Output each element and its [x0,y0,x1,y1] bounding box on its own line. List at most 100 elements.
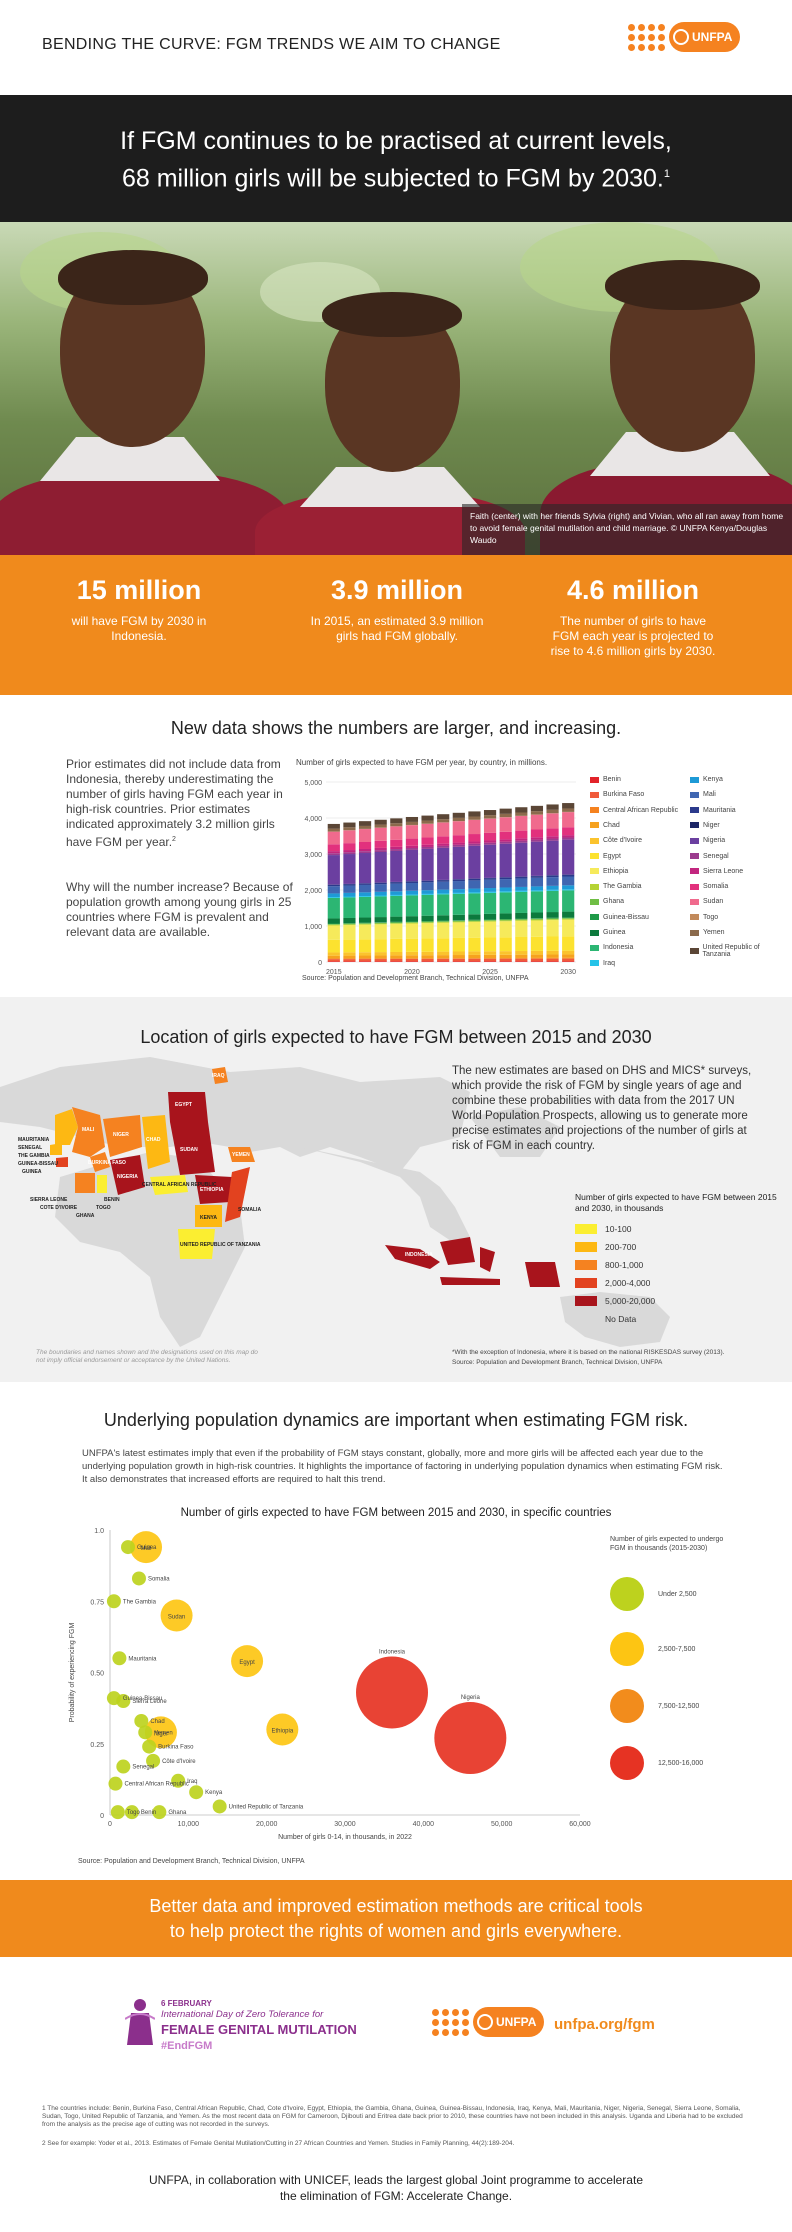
bar-segment [437,893,450,895]
scatter-point-label: Ghana [168,1810,187,1816]
bar-segment [530,805,544,812]
bar-segment [515,816,528,831]
bar-segment [343,923,356,925]
map-indonesia-java [440,1277,500,1285]
bar-segment [327,939,340,953]
map-label-sudan: SUDAN [180,1147,198,1153]
bar-segment [405,951,419,956]
bar-segment [390,923,403,924]
map-car [150,1175,188,1195]
bar-segment [468,922,481,938]
scatter-point-label: Yemen [154,1730,172,1736]
bar-segment [374,917,387,923]
scatter-x-tick: 10,000 [178,1821,200,1828]
scatter-point-label: United Republic of Tanzania [229,1804,304,1810]
bar-segment [437,938,450,952]
legend-swatch [690,914,699,921]
bar-segment [343,854,356,884]
bar-segment [562,827,575,836]
scatter-point-label: Sierra Leone [132,1699,167,1705]
unfpa-logo[interactable]: UNFPA [628,22,741,52]
bar-segment [546,961,559,962]
stats-band: 15 million will have FGM by 2030 in Indo… [0,555,792,695]
bar-segment [343,923,356,924]
bar-segment [358,883,372,885]
scatter-x-tick: 60,000 [569,1821,591,1828]
bar-segment [499,887,512,892]
bar-segment [390,951,403,956]
bar-legend-item: Sierra Leone [690,868,785,875]
bar-segment [452,812,465,818]
bar-segment [530,890,544,892]
fgm-url-link[interactable]: unfpa.org/fgm [554,2016,655,2033]
bar-segment [390,883,403,892]
bar-segment [468,920,481,922]
bar-segment [530,954,544,958]
bar-legend-item: Nigeria [690,837,785,844]
bar-segment [452,835,465,843]
legend-label: Somalia [703,883,729,891]
scatter-point [138,1725,153,1740]
bar-legend-item: Togo [690,914,785,921]
bar-segment [343,896,356,898]
bar-segment [468,811,481,817]
bar-segment [562,954,575,958]
bar-segment [530,912,544,919]
bar-segment [327,952,340,956]
map-label-guinea-bissau: GUINEA-BISSAU [18,1161,59,1167]
stat-value: 4.6 million [566,575,700,605]
bar-segment [374,924,387,940]
bar-segment [374,955,387,959]
unfpa-logo-footer[interactable]: UNFPA [432,2007,545,2037]
map-label-chad: CHAD [146,1137,161,1143]
bar-segment [452,920,465,921]
bar-segment [437,881,450,890]
bar-legend-item: United Republic of Tanzania [690,944,785,958]
map-legend-title: Number of girls expected to have FGM bet… [575,1192,777,1213]
bar-segment [358,922,372,924]
scatter-point-label: Ethiopia [271,1729,293,1735]
bar-legend-item: Senegal [690,853,785,860]
legend-label: Iraq [603,959,616,967]
bar-segment [562,837,575,840]
closing-statement: UNFPA, in collaboration with UNICEF, lea… [148,2173,643,2203]
bar-segment [421,880,434,883]
bar-segment [358,955,372,959]
bar-legend-item: Ghana [590,898,685,905]
legend-label: Central African Republic [603,806,679,814]
bar-y-tick: 5,000 [304,780,322,787]
bar-segment [515,951,528,955]
map-indonesia-borneo [440,1237,475,1265]
legend-swatch [690,898,699,905]
bar-segment [452,881,465,890]
bar-segment [483,937,497,952]
bar-segment [358,842,372,849]
bar-x-tick: 2015 [326,969,342,976]
bar-segment [562,803,575,809]
bar-segment [374,922,387,924]
scatter-point-label: Somalia [148,1576,170,1582]
endfgm-line2: FEMALE GENITAL MUTILATION [161,2022,357,2037]
bar-segment [546,840,559,876]
legend-label: Guinea [603,929,626,936]
bar-legend-item: Iraq [590,960,685,967]
bar-segment [437,889,450,894]
bar-segment [343,884,356,886]
scatter-point [124,1805,139,1820]
map-label-somalia: SOMALIA [238,1207,262,1213]
scatter-point-label: Togo [127,1810,141,1816]
bar-segment [546,890,559,913]
bar-segment [562,812,575,828]
bar-segment [374,847,387,851]
bar-segment [421,915,434,922]
bar-segment [390,891,403,895]
map-legend-item: 10-100 [575,1224,631,1234]
map-niger [103,1115,142,1157]
legend-label: The Gambia [603,883,642,891]
scatter-point [146,1753,161,1768]
scatter-point [356,1656,428,1729]
bar-segment [405,955,419,959]
stat-2030-projection: 4.6 million The number of girls to have … [528,575,738,659]
bar-segment [562,961,575,962]
bar-segment [499,961,512,962]
